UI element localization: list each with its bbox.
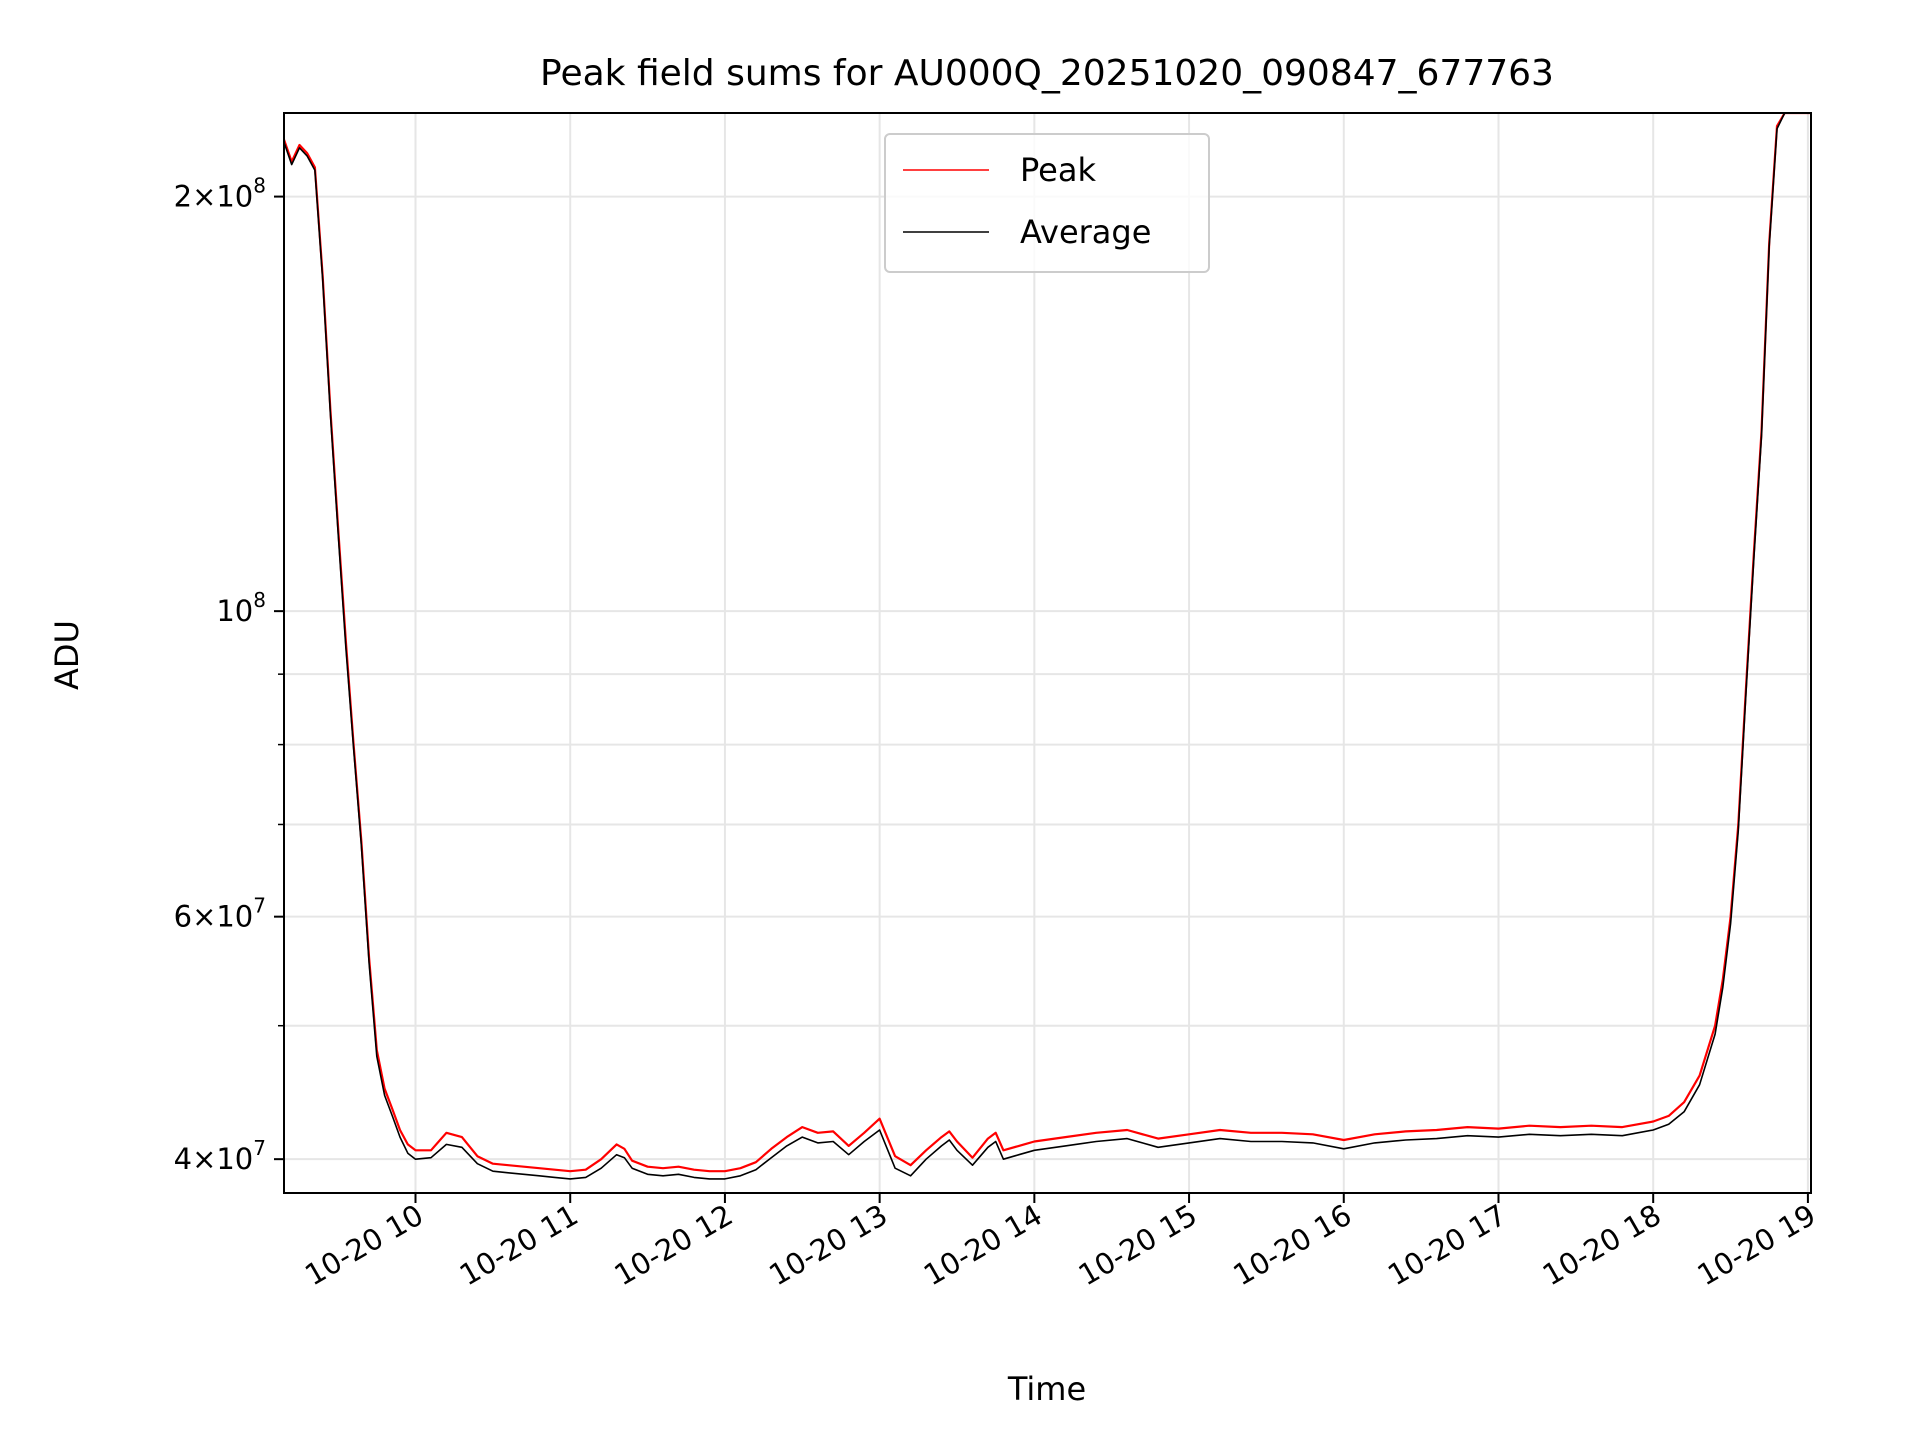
y-tick-label: 4×107 — [174, 1136, 266, 1176]
legend-box — [884, 133, 1210, 273]
y-tick-label: 6×107 — [174, 894, 266, 934]
x-axis-label: Time — [1007, 1370, 1086, 1408]
y-tick-label: 2×108 — [174, 174, 266, 214]
series-line-average — [284, 113, 1811, 1180]
y-tick-base: 6 — [174, 900, 192, 934]
y-tick-times: ×10 — [192, 900, 253, 934]
y-tick-ten: 10 — [216, 594, 253, 628]
y-tick-times: ×10 — [192, 1142, 253, 1176]
y-tick-base: 2 — [174, 180, 192, 214]
series-line-peak — [284, 113, 1811, 1173]
y-tick-times: ×10 — [192, 180, 253, 214]
y-tick-exponent: 8 — [253, 588, 266, 612]
y-tick-exponent: 8 — [253, 174, 266, 198]
y-tick-label: 108 — [216, 588, 266, 628]
legend: Peak Average — [884, 133, 1210, 273]
y-tick-exponent: 7 — [253, 894, 266, 918]
series-lines — [284, 113, 1811, 1180]
y-axis-label: ADU — [48, 620, 86, 690]
y-tick-exponent: 7 — [253, 1136, 266, 1160]
y-tick-base: 4 — [174, 1142, 192, 1176]
legend-label-peak: Peak — [1020, 151, 1096, 189]
legend-label-average: Average — [1020, 213, 1151, 251]
plot-area-frame — [283, 112, 1812, 1194]
chart-title: Peak field sums for AU000Q_20251020_0908… — [540, 53, 1554, 94]
grid-lines — [284, 113, 1811, 1193]
